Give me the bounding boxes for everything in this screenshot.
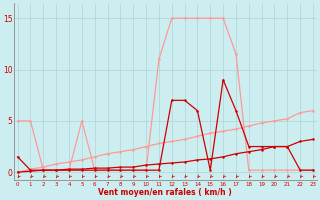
- X-axis label: Vent moyen/en rafales ( km/h ): Vent moyen/en rafales ( km/h ): [99, 188, 232, 197]
